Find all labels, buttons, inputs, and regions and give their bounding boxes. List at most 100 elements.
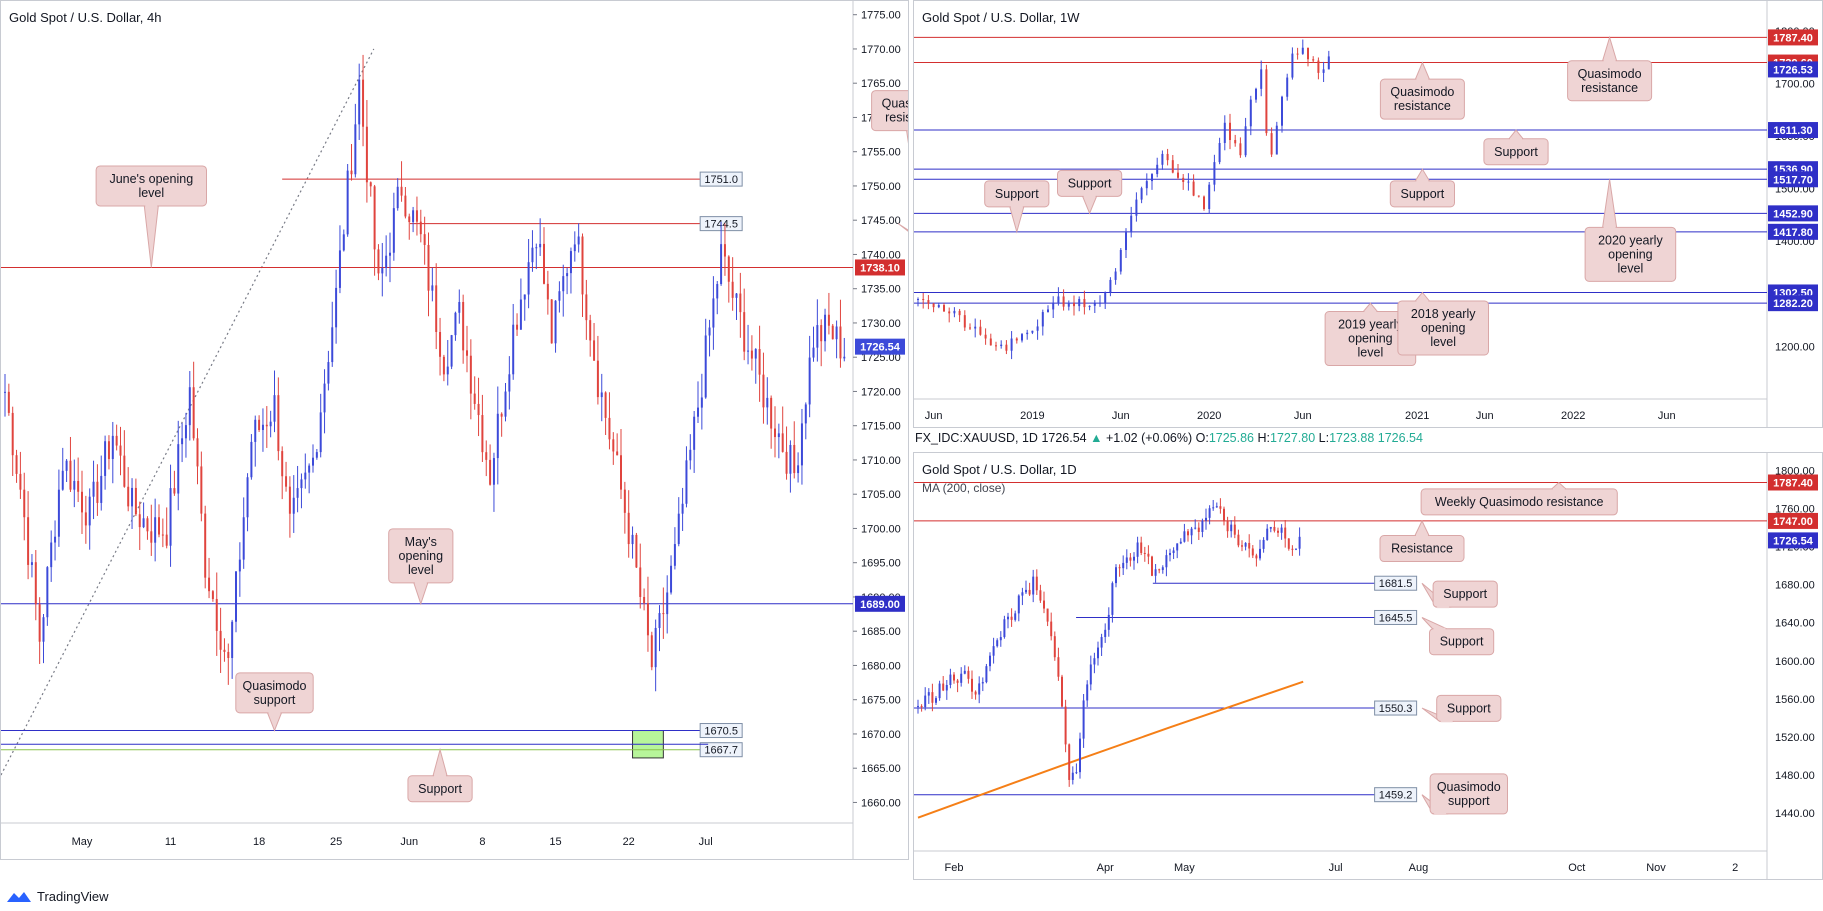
candle-body (1052, 303, 1054, 310)
candle-body (1021, 334, 1023, 340)
chart-1w-canvas[interactable]: 1200.001300.001400.001500.001600.001700.… (914, 1, 1823, 428)
chart-panel-4h[interactable]: 1775.001770.001765.001760.001755.001750.… (0, 0, 909, 860)
x-tick-label: Jun (1112, 410, 1130, 422)
price-tag-label: 1747.00 (1773, 516, 1813, 528)
candle-body (50, 543, 52, 568)
candle-body (1057, 296, 1059, 302)
candle-body (270, 422, 272, 427)
candle-body (89, 497, 91, 526)
candle-body (1209, 508, 1211, 518)
candle-body (946, 685, 948, 690)
candle-body (431, 285, 433, 290)
candle-body (166, 535, 168, 546)
callout-pointer (1010, 207, 1024, 232)
callout-text: Support (995, 187, 1039, 201)
callout-text: opening (399, 549, 444, 563)
callout-text: Quasimodo (243, 679, 307, 693)
candle-body (1144, 553, 1146, 554)
candle-body (474, 394, 476, 404)
x-tick-label: Feb (945, 862, 964, 874)
price-tag-label: 1611.30 (1773, 125, 1812, 137)
candle-body (1307, 48, 1309, 59)
candle-body (1288, 539, 1290, 549)
callout-text: Support (1494, 145, 1538, 159)
candle-body (231, 622, 233, 658)
candle-body (1297, 54, 1299, 55)
level-tag-label: 1681.5 (1379, 578, 1413, 590)
candle-body (1104, 630, 1106, 637)
candle-body (1115, 567, 1117, 583)
symbol-label[interactable]: FX_IDC:XAUUSD, 1D (915, 431, 1038, 445)
candle-body (524, 294, 526, 299)
candle-body (331, 327, 333, 362)
callout-text: level (1358, 346, 1384, 360)
callout-text: June's opening (109, 172, 193, 186)
candle-body (1032, 577, 1034, 595)
callout-pointer (1603, 179, 1617, 227)
candle-body (1227, 521, 1229, 531)
level-tag-label: 1667.7 (704, 745, 738, 757)
callout-pointer (1363, 303, 1377, 311)
candle-body (428, 245, 430, 291)
candle-body (938, 305, 940, 307)
candle-body (1266, 529, 1268, 540)
chart-panel-1d[interactable]: 1440.00 1480.00 1520.00 1560.00 1600.00 1640.… (913, 452, 1823, 880)
candle-body (416, 210, 418, 221)
y-tick-label: 1695.00 (861, 558, 901, 570)
close-value: 1726.54 (1378, 431, 1423, 445)
ma-indicator-label: MA (200, close) (922, 481, 1005, 495)
candle-body (1108, 615, 1110, 630)
candle-body (551, 299, 553, 343)
candle-body (616, 451, 618, 455)
candle-body (770, 398, 772, 429)
candle-body (967, 671, 969, 679)
candle-body (728, 257, 730, 282)
symbol-info-bar: FX_IDC:XAUUSD, 1D 1726.54 ▲ +1.02 (+0.06… (915, 431, 1423, 445)
candle-body (381, 268, 383, 273)
candle-body (570, 251, 572, 273)
candle-body (127, 487, 129, 507)
candle-body (185, 425, 187, 438)
candle-body (793, 445, 795, 473)
candle-body (339, 250, 341, 288)
candle-body (4, 392, 6, 393)
candle-body (131, 488, 133, 506)
candle-body (393, 208, 395, 253)
candle-body (1180, 542, 1182, 544)
candle-body (605, 392, 607, 417)
candle-body (1237, 535, 1239, 546)
open-label: O: (1196, 431, 1209, 445)
candle-body (100, 476, 102, 503)
candle-body (181, 438, 183, 444)
candle-body (990, 339, 992, 346)
candle-body (931, 692, 933, 703)
candle-body (1050, 622, 1052, 637)
candle-body (1273, 527, 1275, 531)
candle-body (809, 358, 811, 405)
candle-body (762, 375, 764, 408)
candle-body (1104, 292, 1106, 303)
callout-text: Resistance (1391, 542, 1453, 556)
candle-body (1119, 567, 1121, 568)
chart-4h-canvas[interactable]: 1775.001770.001765.001760.001755.001750.… (1, 1, 909, 860)
ma-200-line (918, 682, 1303, 818)
x-tick-label: 2021 (1405, 410, 1429, 422)
candle-body (1161, 154, 1163, 165)
high-label: H: (1258, 431, 1271, 445)
chart-panel-1w[interactable]: 1200.001300.001400.001500.001600.001700.… (913, 0, 1823, 428)
candle-body (589, 320, 591, 340)
candle-body (54, 537, 56, 543)
candle-body (351, 171, 353, 175)
candle-body (374, 186, 376, 249)
candle-body (1026, 333, 1028, 334)
candle-body (116, 436, 118, 446)
candle-body (943, 305, 945, 311)
chart-1d-canvas[interactable]: 1440.00 1480.00 1520.00 1560.00 1600.00 1640.… (914, 453, 1823, 880)
candle-body (497, 414, 499, 458)
candle-body (751, 351, 753, 359)
candle-body (832, 326, 834, 340)
candle-body (197, 438, 199, 466)
candle-body (324, 384, 326, 413)
x-tick-label: 2 (1732, 862, 1738, 874)
tradingview-branding[interactable]: TradingView (6, 889, 109, 904)
